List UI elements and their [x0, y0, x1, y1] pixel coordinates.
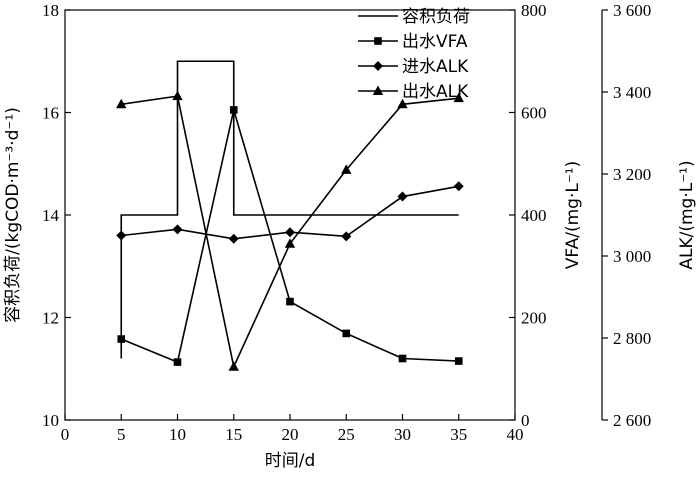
- data-point-vfa-out: [117, 335, 126, 343]
- data-point-alk-out: [172, 90, 183, 101]
- alk-y-tick-label: 2 800: [613, 329, 651, 348]
- legend-marker-alk-out: [372, 85, 384, 95]
- alk-y-tick-label: 2 600: [613, 411, 651, 430]
- x-tick-label: 35: [450, 425, 467, 444]
- data-point-alk-out: [397, 98, 408, 109]
- vfa-y-tick-label: 400: [521, 206, 547, 225]
- data-point-alk-out: [116, 98, 127, 109]
- x-tick-label: 5: [117, 425, 126, 444]
- left-y-tick-label: 12: [42, 309, 59, 328]
- alk-y-tick-label: 3 600: [613, 1, 651, 20]
- legend-label-vfa-out: 出水VFA: [402, 32, 468, 52]
- series-line-load: [120, 60, 459, 359]
- x-tick-label: 30: [394, 425, 411, 444]
- data-point-alk-in: [285, 227, 295, 238]
- data-point-alk-out: [341, 164, 352, 174]
- data-point-vfa-out: [173, 358, 182, 366]
- x-tick-label: 15: [225, 425, 242, 444]
- data-point-vfa-out: [398, 354, 407, 363]
- data-point-alk-out: [284, 238, 296, 248]
- data-point-alk-in: [397, 191, 408, 202]
- left-y-axis-title: 容积负荷/(kgCOD·m⁻³·d⁻¹): [3, 107, 23, 323]
- x-tick-label: 20: [282, 425, 299, 444]
- alk-y-tick-label: 3 400: [613, 83, 651, 102]
- alk-y-tick-label: 3 200: [613, 165, 651, 184]
- left-y-tick-label: 16: [42, 104, 59, 123]
- vfa-y-axis-title: VFA/(mg·L⁻¹): [563, 161, 583, 269]
- axes-group: 0 5 10 15 20 25 30 35 40 时间/d 10 12 14 16 18 容积负荷/(kgCO…: [3, 1, 697, 471]
- data-point-alk-in: [341, 231, 352, 242]
- x-tick-label: 10: [169, 425, 186, 444]
- legend-marker-vfa-out: [374, 37, 382, 45]
- legend-label-alk-in: 进水ALK: [402, 57, 469, 77]
- data-point-alk-in: [172, 224, 183, 235]
- vfa-y-tick-label: 0: [521, 411, 530, 430]
- x-tick-label: 25: [338, 425, 355, 444]
- legend-marker-alk-in: [373, 61, 383, 71]
- x-tick-label: 40: [507, 425, 524, 444]
- vfa-y-tick-label: 200: [521, 309, 547, 328]
- data-point-vfa-out: [342, 329, 351, 338]
- left-y-tick-label: 14: [42, 206, 60, 225]
- series-group: [116, 60, 464, 371]
- alk-y-tick-label: 3 000: [613, 247, 651, 266]
- left-y-tick-label: 18: [42, 1, 59, 20]
- data-point-vfa-out: [454, 357, 463, 365]
- data-point-alk-out: [453, 92, 464, 103]
- legend-label-alk-out: 出水ALK: [402, 82, 469, 102]
- data-point-alk-in: [116, 230, 127, 241]
- data-point-alk-in: [453, 181, 464, 192]
- vfa-y-tick-label: 600: [521, 104, 547, 123]
- data-point-vfa-out: [229, 106, 238, 114]
- data-point-alk-in: [228, 233, 239, 244]
- vfa-y-tick-label: 800: [521, 1, 547, 20]
- x-tick-label: 0: [61, 425, 70, 444]
- legend-label-load: 容积负荷: [402, 7, 470, 27]
- x-axis-title: 时间/d: [265, 451, 316, 471]
- data-point-vfa-out: [286, 297, 294, 306]
- data-point-alk-out: [228, 361, 239, 371]
- alk-y-axis-title: ALK/(mg·L⁻¹): [677, 160, 697, 269]
- left-y-tick-label: 10: [42, 411, 59, 430]
